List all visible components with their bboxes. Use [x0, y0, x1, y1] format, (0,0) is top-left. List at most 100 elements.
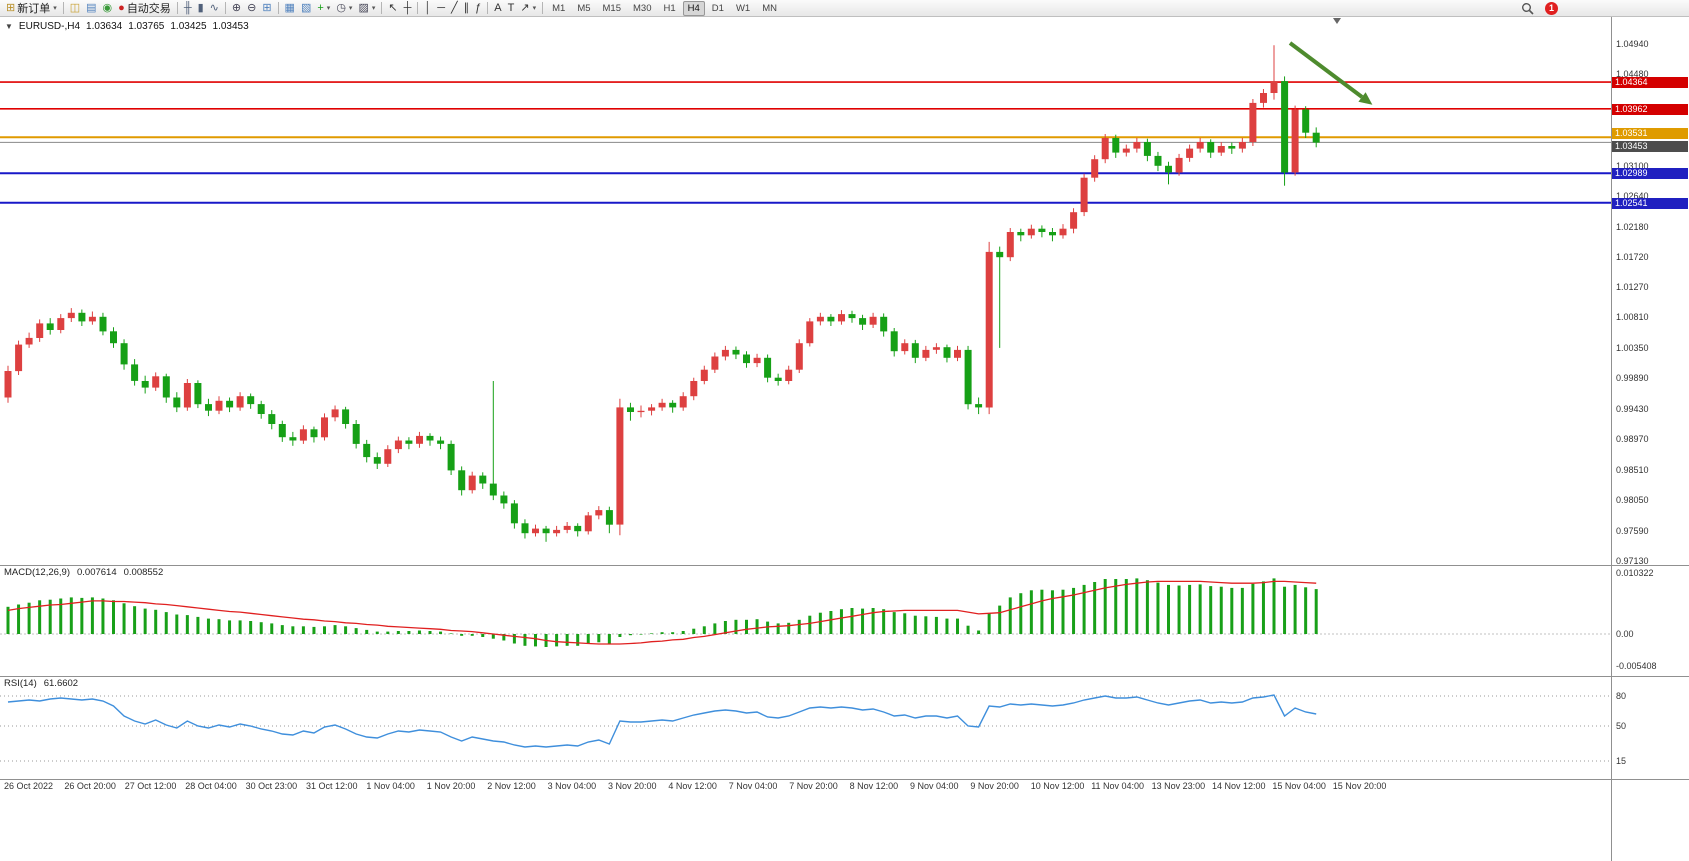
fibonacci-button[interactable]: ƒ: [472, 1, 484, 16]
time-axis-label: 2 Nov 12:00: [487, 781, 536, 791]
line-chart-button[interactable]: ∿: [207, 1, 222, 16]
rsi-timeaxis-separator: [0, 779, 1689, 780]
price-axis-border: [1611, 17, 1612, 861]
price-badge: 1.02541: [1612, 197, 1688, 209]
arrows-icon: ↗: [520, 1, 530, 14]
price-badge: 1.03962: [1612, 103, 1688, 115]
timeframe-h4-button[interactable]: H4: [682, 0, 705, 16]
bar-chart-button[interactable]: ╫: [181, 1, 195, 16]
time-axis-label: 26 Oct 20:00: [64, 781, 116, 791]
search-button[interactable]: [1518, 1, 1537, 16]
price-axis-tick: 1.04940: [1616, 39, 1649, 49]
text-button[interactable]: A: [491, 1, 504, 16]
time-axis-label: 1 Nov 20:00: [426, 781, 476, 791]
tile-windows-button[interactable]: ⊞: [259, 1, 274, 16]
toolbar-right: 1: [1518, 1, 1558, 16]
horizontal-line-button[interactable]: ─: [434, 1, 448, 16]
text-label-button[interactable]: T: [505, 1, 518, 16]
chart-collapse-icon[interactable]: ▼: [5, 22, 13, 31]
toolbar-separator: [176, 2, 178, 14]
main-chart-canvas[interactable]: [0, 17, 1611, 565]
macd-axis-tick: -0.005408: [1616, 660, 1657, 671]
arrows-button[interactable]: ↗ ▾: [517, 1, 539, 16]
main-macd-separator[interactable]: [0, 565, 1689, 566]
notification-badge[interactable]: 1: [1545, 1, 1558, 15]
navigator-button[interactable]: ◉: [100, 1, 116, 16]
time-axis-label: 3 Nov 04:00: [547, 781, 597, 791]
macd-rsi-separator[interactable]: [0, 676, 1689, 677]
auto-trading-button[interactable]: ● 自动交易: [115, 1, 174, 16]
toolbar-separator: [487, 2, 489, 14]
timeframe-mn-button[interactable]: MN: [762, 2, 777, 14]
navigator-icon: ◉: [102, 1, 113, 14]
macd-axis-tick: 0.010322: [1616, 567, 1654, 578]
zoom-in-icon: ⊕: [231, 1, 242, 14]
price-axis-tick: 0.97590: [1616, 525, 1649, 536]
candlestick-chart-button[interactable]: ▮: [195, 1, 207, 16]
price-axis-tick: 1.02640: [1616, 191, 1649, 202]
price-axis-tick: 0.98970: [1616, 434, 1649, 445]
rsi-canvas[interactable]: [0, 676, 1611, 779]
cursor-button[interactable]: ↖: [385, 1, 400, 16]
zoom-in-button[interactable]: ⊕: [229, 1, 244, 16]
templates-dropdown-icon: ▾: [371, 5, 376, 12]
time-axis-label: 30 Oct 23:00: [245, 781, 298, 791]
rsi-axis-tick: 50: [1616, 721, 1627, 731]
indicators-button[interactable]: + ▾: [314, 1, 333, 16]
arrow-annotation[interactable]: [1288, 41, 1364, 99]
chart-shift-marker[interactable]: [1333, 18, 1341, 24]
time-axis-label: 7 Nov 20:00: [789, 781, 838, 791]
price-axis-tick: 0.97130: [1616, 556, 1649, 567]
timeframe-d1-button[interactable]: D1: [711, 2, 724, 14]
time-axis-label: 9 Nov 20:00: [970, 781, 1019, 791]
toolbar-separator: [224, 2, 226, 14]
rsi-value: 61.6602: [43, 678, 79, 689]
templates-button[interactable]: ▨ ▾: [355, 1, 378, 16]
macd-value-signal: 0.008552: [123, 567, 164, 578]
timeframe-m5-button[interactable]: M5: [577, 2, 591, 14]
text-label-icon: T: [507, 1, 515, 14]
tile-windows-icon: ⊞: [262, 1, 272, 14]
horizontal-line-icon: ─: [437, 1, 446, 14]
charts-window-button[interactable]: ◫: [67, 1, 83, 16]
vertical-line-button[interactable]: │: [421, 1, 434, 16]
crosshair-button[interactable]: ┼: [401, 1, 415, 16]
periods-button[interactable]: ◷ ▾: [333, 1, 355, 16]
timeframe-h1-button[interactable]: H1: [663, 2, 676, 14]
timeframe-m1-button[interactable]: M1: [552, 2, 566, 14]
chart-close-value: 1.03453: [212, 21, 249, 32]
chart-area: ▼ EURUSD-,H4 1.03634 1.03765 1.03425 1.0…: [0, 17, 1689, 861]
time-axis-label: 13 Nov 23:00: [1151, 781, 1206, 791]
cascade-windows-icon: ▦: [284, 1, 295, 14]
macd-name: MACD(12,26,9): [4, 567, 70, 578]
new-order-label: 新订单: [17, 3, 51, 15]
macd-canvas[interactable]: [0, 565, 1611, 676]
market-watch-button[interactable]: ▤: [83, 1, 99, 16]
chart-open-value: 1.03634: [86, 21, 123, 32]
price-axis-tick: 1.04480: [1616, 69, 1649, 80]
timeframe-m15-button[interactable]: M15: [602, 2, 621, 14]
zoom-out-button[interactable]: ⊖: [244, 1, 259, 16]
timeframe-w1-button[interactable]: W1: [735, 2, 751, 14]
arrange-windows-button[interactable]: ▧: [298, 1, 314, 16]
equidistant-channel-button[interactable]: ∥: [461, 1, 473, 16]
time-axis-label: 4 Nov 12:00: [668, 781, 717, 791]
cascade-windows-button[interactable]: ▦: [282, 1, 298, 16]
timeframe-m30-button[interactable]: M30: [633, 2, 652, 14]
rsi-name: RSI(14): [4, 678, 37, 689]
toolbar-separator: [62, 2, 64, 14]
time-axis-label: 11 Nov 04:00: [1091, 781, 1145, 791]
price-axis-tick: 0.98510: [1616, 464, 1649, 475]
equidistant-channel-icon: ∥: [463, 1, 470, 14]
new-order-button[interactable]: ⊞ 新订单 ▾: [3, 1, 60, 16]
line-chart-icon: ∿: [209, 1, 219, 14]
arrow-annotation-head: [1358, 92, 1373, 105]
chart-symbol-timeframe: EURUSD-,H4: [18, 21, 81, 32]
price-badge: 1.02989: [1612, 168, 1688, 180]
indicators-dropdown-icon: ▾: [326, 5, 331, 12]
market-watch-icon: ▤: [86, 1, 97, 14]
crosshair-icon: ┼: [403, 1, 412, 14]
price-badge: 1.03453: [1612, 141, 1688, 153]
auto-trading-label: 自动交易: [126, 3, 171, 15]
trendline-button[interactable]: ╱: [448, 1, 461, 16]
